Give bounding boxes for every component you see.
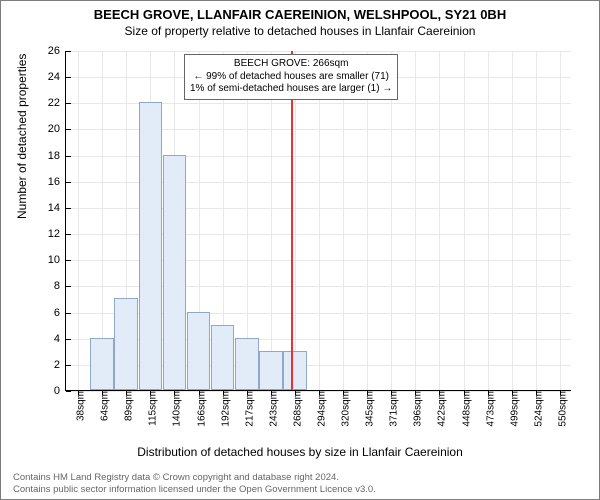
gridline-v: [512, 51, 513, 390]
gridline-v: [271, 51, 272, 390]
gridline-v: [295, 51, 296, 390]
x-tick-label: 422sqm: [431, 391, 448, 427]
histogram-bar: [163, 155, 187, 390]
chart-container: BEECH GROVE, LLANFAIR CAEREINION, WELSHP…: [0, 0, 600, 500]
footnote-line-2: Contains public sector information licen…: [13, 484, 376, 495]
x-tick-label: 192sqm: [214, 391, 231, 427]
y-tick-label: 24: [48, 71, 60, 83]
histogram-bar: [187, 312, 211, 390]
chart-area: 0246810121416182022242638sqm64sqm89sqm11…: [65, 51, 571, 421]
y-tick: [66, 365, 71, 366]
annotation-line-3: 1% of semi-detached houses are larger (1…: [190, 83, 392, 96]
y-tick: [66, 234, 71, 235]
x-tick-label: 217sqm: [238, 391, 255, 427]
x-tick-label: 89sqm: [118, 391, 135, 421]
footnote-line-1: Contains HM Land Registry data © Crown c…: [13, 472, 376, 483]
gridline-v: [536, 51, 537, 390]
annotation-line-1: BEECH GROVE: 266sqm: [190, 58, 392, 71]
histogram-bar: [235, 338, 259, 390]
y-tick-label: 22: [48, 97, 60, 109]
x-tick-label: 345sqm: [359, 391, 376, 427]
y-tick: [66, 286, 71, 287]
histogram-bar: [139, 102, 163, 390]
annotation-line-2: ← 99% of detached houses are smaller (71…: [190, 71, 392, 84]
x-tick-label: 166sqm: [190, 391, 207, 427]
y-tick-label: 6: [54, 307, 60, 319]
gridline-v: [78, 51, 79, 390]
gridline-v: [319, 51, 320, 390]
gridline-v: [560, 51, 561, 390]
x-tick-label: 396sqm: [407, 391, 424, 427]
y-tick: [66, 129, 71, 130]
x-tick-label: 140sqm: [166, 391, 183, 427]
y-tick: [66, 77, 71, 78]
x-tick-label: 38sqm: [70, 391, 87, 421]
gridline-v: [415, 51, 416, 390]
x-tick-label: 524sqm: [527, 391, 544, 427]
y-tick-label: 20: [48, 123, 60, 135]
y-tick-label: 16: [48, 176, 60, 188]
gridline-v: [439, 51, 440, 390]
y-tick-label: 14: [48, 202, 60, 214]
histogram-bar: [90, 338, 114, 390]
x-tick-label: 473sqm: [479, 391, 496, 427]
y-tick: [66, 260, 71, 261]
gridline-v: [367, 51, 368, 390]
x-tick-label: 499sqm: [503, 391, 520, 427]
y-tick-label: 0: [54, 385, 60, 397]
gridline-v: [488, 51, 489, 390]
y-tick: [66, 313, 71, 314]
histogram-bar: [211, 325, 235, 390]
x-tick-label: 294sqm: [311, 391, 328, 427]
y-tick-label: 2: [54, 359, 60, 371]
y-tick-label: 18: [48, 150, 60, 162]
gridline-v: [464, 51, 465, 390]
x-tick-label: 448sqm: [455, 391, 472, 427]
y-tick: [66, 339, 71, 340]
x-tick-label: 550sqm: [551, 391, 568, 427]
histogram-bar: [283, 351, 307, 390]
y-tick: [66, 208, 71, 209]
x-axis-title: Distribution of detached houses by size …: [1, 445, 599, 459]
x-tick-label: 320sqm: [335, 391, 352, 427]
y-axis-title: Number of detached properties: [15, 54, 29, 219]
y-tick-label: 8: [54, 280, 60, 292]
y-tick-label: 4: [54, 333, 60, 345]
x-tick-label: 371sqm: [383, 391, 400, 427]
page-subtitle: Size of property relative to detached ho…: [1, 22, 599, 38]
y-tick: [66, 156, 71, 157]
footnote: Contains HM Land Registry data © Crown c…: [13, 472, 376, 495]
histogram-bar: [114, 298, 138, 390]
page-title: BEECH GROVE, LLANFAIR CAEREINION, WELSHP…: [1, 1, 599, 22]
y-tick-label: 10: [48, 254, 60, 266]
plot-region: 0246810121416182022242638sqm64sqm89sqm11…: [65, 51, 571, 391]
gridline-v: [343, 51, 344, 390]
y-tick-label: 12: [48, 228, 60, 240]
x-tick-label: 115sqm: [142, 391, 159, 426]
histogram-bar: [259, 351, 283, 390]
gridline-v: [391, 51, 392, 390]
y-tick-label: 26: [48, 45, 60, 57]
y-tick: [66, 51, 71, 52]
x-tick-label: 268sqm: [286, 391, 303, 427]
x-tick-label: 64sqm: [94, 391, 111, 421]
y-tick: [66, 182, 71, 183]
y-tick: [66, 103, 71, 104]
annotation-box: BEECH GROVE: 266sqm ← 99% of detached ho…: [184, 54, 398, 100]
x-tick-label: 243sqm: [262, 391, 279, 427]
